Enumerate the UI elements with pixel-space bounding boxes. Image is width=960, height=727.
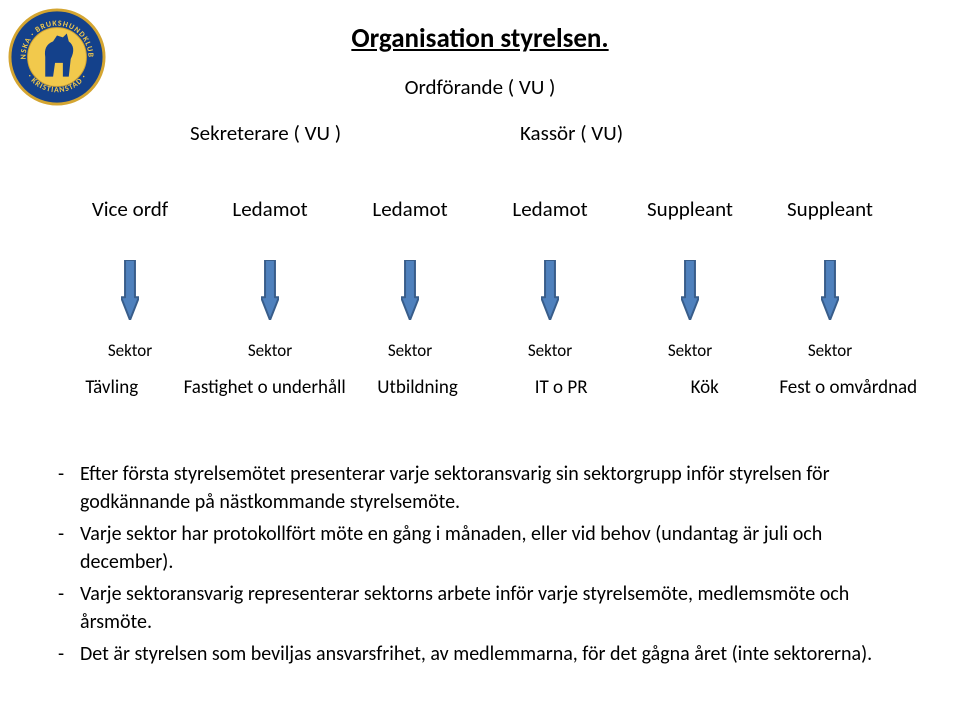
sektor-name-row: Tävling Fastighet o underhåll Utbildning… bbox=[40, 376, 920, 399]
bullet-text: Det är styrelsen som beviljas ansvarsfri… bbox=[80, 640, 910, 668]
sektor-name: Tävling bbox=[40, 376, 184, 399]
board-member: Ledamot bbox=[200, 196, 340, 222]
ordforande-label: Ordförande ( VU ) bbox=[0, 74, 960, 100]
sektor-label: Sektor bbox=[760, 340, 900, 361]
down-arrow-icon bbox=[541, 260, 559, 320]
bullet-text: Efter första styrelsemötet presenterar v… bbox=[80, 460, 910, 516]
sektor-label: Sektor bbox=[340, 340, 480, 361]
kassor-label: Kassör ( VU) bbox=[520, 120, 623, 146]
sektor-name: Utbildning bbox=[346, 376, 490, 399]
sektor-name: IT o PR bbox=[489, 376, 633, 399]
board-member: Vice ordf bbox=[60, 196, 200, 222]
board-member: Suppleant bbox=[620, 196, 760, 222]
board-member: Ledamot bbox=[340, 196, 480, 222]
bullet-dash: - bbox=[58, 460, 80, 516]
sektor-name: Fastighet o underhåll bbox=[184, 376, 346, 399]
sektor-label: Sektor bbox=[620, 340, 760, 361]
board-member: Ledamot bbox=[480, 196, 620, 222]
down-arrow-icon bbox=[821, 260, 839, 320]
board-row: Vice ordf Ledamot Ledamot Ledamot Supple… bbox=[60, 196, 900, 222]
down-arrow-icon bbox=[121, 260, 139, 320]
bullet-dash: - bbox=[58, 580, 80, 636]
sektor-label: Sektor bbox=[480, 340, 620, 361]
bullet-dash: - bbox=[58, 640, 80, 668]
down-arrow-icon bbox=[401, 260, 419, 320]
down-arrow-icon bbox=[261, 260, 279, 320]
bullet-list: -Efter första styrelsemötet presenterar … bbox=[58, 460, 910, 672]
sektor-label: Sektor bbox=[60, 340, 200, 361]
sektor-label: Sektor bbox=[200, 340, 340, 361]
down-arrow-icon bbox=[681, 260, 699, 320]
sektor-name: Fest o omvårdnad bbox=[776, 376, 920, 399]
bullet-text: Varje sektoransvarig representerar sekto… bbox=[80, 580, 910, 636]
sektor-name: Kök bbox=[633, 376, 777, 399]
sektor-label-row: Sektor Sektor Sektor Sektor Sektor Sekto… bbox=[60, 340, 900, 361]
arrow-row bbox=[60, 260, 900, 320]
page-title: Organisation styrelsen. bbox=[0, 22, 960, 55]
sekreterare-label: Sekreterare ( VU ) bbox=[190, 120, 341, 146]
board-member: Suppleant bbox=[760, 196, 900, 222]
bullet-text: Varje sektor har protokollfört möte en g… bbox=[80, 520, 910, 576]
bullet-dash: - bbox=[58, 520, 80, 576]
